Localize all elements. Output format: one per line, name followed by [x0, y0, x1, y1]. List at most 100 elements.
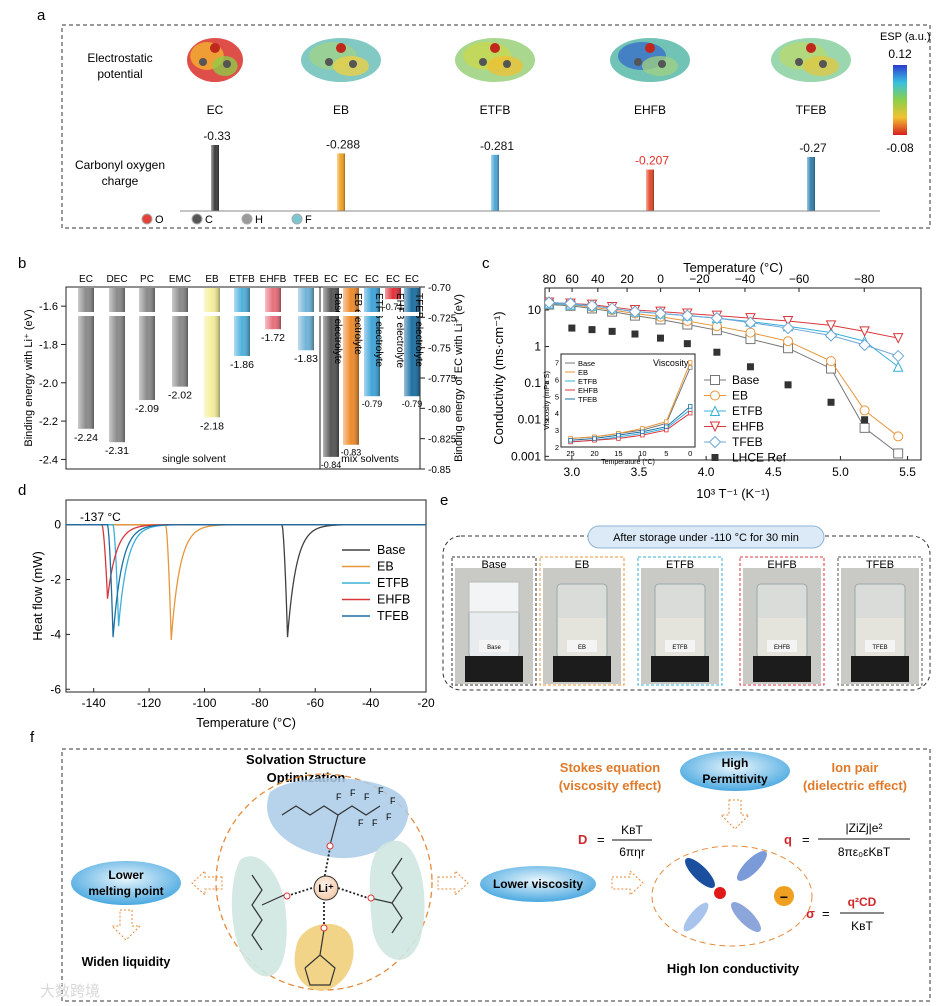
molecule-tfeb: TFEB [771, 38, 851, 117]
vial-sticker [665, 640, 695, 652]
d-annotation: -137 °C [80, 510, 121, 524]
c-ylabel: Conductivity (ms·cm⁻¹) [491, 311, 506, 444]
c-point [683, 340, 691, 348]
fluorine-label: F [372, 818, 378, 828]
watermark: 大数跨境 [40, 982, 100, 1000]
molecule-name: TFEB [796, 103, 827, 117]
panel-f-frame [61, 748, 931, 1002]
b-right-tick-label: -0.825 [428, 435, 457, 446]
fluorine-label: F [358, 818, 364, 828]
charge-bar-shade [211, 145, 219, 211]
vial-title: ETFB [666, 559, 694, 571]
c-point [681, 309, 694, 322]
vial-eb: EB EB [539, 556, 625, 686]
c-legend-label: LHCE Ref [732, 451, 787, 465]
li-label: Li⁺ [318, 883, 334, 895]
c-series-lhce-ref [568, 324, 869, 424]
c-point [783, 336, 794, 347]
charge-row-label-2: charge [102, 174, 139, 188]
equation-q: q = |ZiZj|e² 8πε₀εKʙT [784, 821, 910, 859]
inset-point [640, 429, 645, 434]
inset-point [592, 436, 597, 441]
c-top-tick-label: 20 [620, 272, 634, 286]
eq-d-num: KʙT [621, 823, 643, 837]
d-legend-label: ETFB [377, 576, 409, 590]
c-top-tick-label: −60 [789, 272, 810, 286]
b-category-label: EMC [169, 274, 191, 285]
vial-cap [465, 656, 523, 682]
molecule-name: EHFB [634, 103, 666, 117]
b-left-tick-label: -2.0 [39, 378, 58, 390]
c-point [859, 405, 870, 416]
high-permittivity-1: High [722, 756, 749, 770]
cation [714, 887, 726, 899]
inset-point [664, 424, 669, 429]
b-bar-shade [234, 288, 250, 356]
b-mix-category: EC [405, 274, 419, 285]
panel-d-label: d [18, 482, 26, 499]
c-xlabel: 10³ T⁻¹ (K⁻¹) [696, 486, 769, 501]
vial-sticker [567, 640, 597, 652]
panel-c-axes [544, 287, 922, 461]
atom-legend-c-icon [191, 213, 203, 225]
charge-label: -0.288 [326, 137, 360, 151]
inset-y-tick: 5 [555, 392, 559, 401]
solvent-ellipse-2 [737, 851, 767, 881]
b-mix-value-label: -0.79 [402, 399, 423, 409]
charge-bars: -0.33 -0.288 -0.281 -0.207 -0.27 [203, 129, 827, 211]
b-value-label: -1.72 [261, 332, 285, 344]
widen-liquidity: Widen liquidity [82, 955, 171, 969]
oxygen-atom [806, 43, 816, 53]
equation-sigma: σ = q²CD KʙT [806, 895, 884, 933]
atom-legend-h-icon [241, 213, 253, 225]
c-point [893, 448, 904, 459]
c-top-tick-label: 80 [543, 272, 557, 286]
atom-legend-label: F [305, 214, 312, 226]
c-point [781, 321, 795, 335]
b-right-tick-label: -0.775 [428, 374, 457, 385]
anion [774, 886, 794, 906]
c-legend-marker [709, 405, 721, 416]
d-legend-label: Base [377, 543, 406, 557]
c-y-tick-label: 0.001 [511, 449, 541, 463]
c-point [824, 329, 838, 342]
lower-melting-bubble [71, 861, 181, 905]
b-value-label: -2.18 [200, 420, 224, 432]
b-mix-bar-shade [323, 288, 339, 457]
b-mix-bar-name: ETFB electrolyte [373, 293, 384, 367]
c-series-line [549, 301, 899, 339]
c-legend-label: EHFB [732, 420, 764, 434]
inset-point [616, 432, 621, 438]
solvation-sphere [215, 773, 433, 991]
arrow-to-melting [191, 869, 223, 897]
c-x-tick-label: 3.0 [564, 465, 581, 479]
c-y-tick-label: 0.1 [524, 376, 541, 390]
b-value-label: -2.02 [168, 390, 192, 402]
b-value-label: -2.09 [135, 403, 159, 415]
c-point [859, 326, 870, 337]
d-x-tick-label: -120 [137, 696, 161, 710]
b-mix-value-label: -0.83 [341, 448, 362, 458]
c-point [893, 431, 904, 442]
d-legend-label: EB [377, 560, 394, 574]
ion-pair-2: (dielectric effect) [803, 778, 907, 793]
c-legend-label: Base [732, 373, 760, 387]
c-point [585, 299, 599, 312]
storage-banner [587, 525, 825, 549]
atom-legend-o-icon [141, 213, 153, 225]
oxygen-atom-1 [326, 842, 334, 850]
b-single-caption: single solvent [162, 453, 226, 465]
b-right-tick-label: -0.80 [428, 404, 451, 415]
molecule-etfb: ETFB [455, 38, 535, 117]
inset-x-tick: 20 [590, 449, 598, 458]
b-bar-shade [265, 288, 281, 330]
inset-y-tick: 7 [555, 358, 559, 367]
eq-q-lhs: q [784, 832, 792, 847]
c-point [713, 348, 721, 356]
b-category-label: DEC [106, 274, 127, 285]
d-series [66, 524, 426, 640]
b-category-label: EHFB [260, 274, 287, 285]
c-point [861, 416, 869, 424]
